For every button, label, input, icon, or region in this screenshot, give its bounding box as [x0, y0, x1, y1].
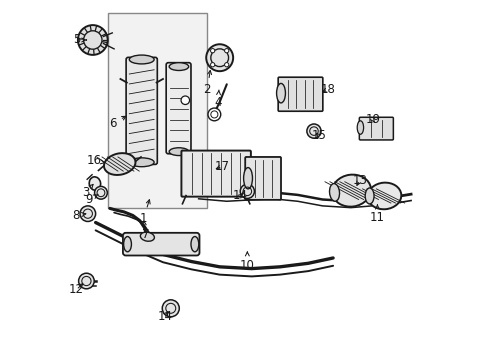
- Text: 16: 16: [86, 154, 104, 167]
- FancyBboxPatch shape: [166, 63, 191, 154]
- Circle shape: [80, 206, 96, 221]
- Ellipse shape: [104, 153, 135, 175]
- Circle shape: [210, 49, 214, 53]
- Circle shape: [240, 184, 254, 198]
- Ellipse shape: [140, 232, 154, 241]
- FancyBboxPatch shape: [278, 77, 322, 111]
- Circle shape: [207, 108, 220, 121]
- Ellipse shape: [123, 237, 131, 252]
- Text: 7: 7: [141, 221, 149, 242]
- Text: 1: 1: [140, 200, 150, 225]
- Ellipse shape: [367, 183, 401, 209]
- Text: 5: 5: [73, 33, 86, 46]
- Circle shape: [224, 49, 228, 53]
- Ellipse shape: [243, 168, 252, 189]
- Text: 6: 6: [109, 116, 125, 130]
- Circle shape: [210, 63, 214, 67]
- Text: 14: 14: [157, 310, 172, 323]
- Text: 4: 4: [214, 90, 221, 108]
- Bar: [108, 13, 207, 208]
- Ellipse shape: [356, 121, 363, 134]
- Circle shape: [94, 186, 107, 199]
- Circle shape: [206, 44, 233, 71]
- Text: 17: 17: [215, 160, 229, 173]
- Circle shape: [306, 124, 321, 138]
- Text: 9: 9: [85, 193, 98, 206]
- Circle shape: [79, 273, 94, 289]
- Ellipse shape: [169, 63, 188, 71]
- Text: 11: 11: [369, 205, 384, 224]
- Ellipse shape: [365, 188, 373, 204]
- FancyBboxPatch shape: [126, 57, 157, 165]
- Circle shape: [181, 96, 189, 104]
- Text: 15: 15: [311, 129, 325, 142]
- Text: 10: 10: [240, 252, 254, 271]
- Text: 2: 2: [203, 71, 211, 96]
- Ellipse shape: [129, 158, 154, 167]
- Circle shape: [224, 63, 228, 67]
- Ellipse shape: [331, 175, 370, 207]
- FancyBboxPatch shape: [244, 157, 281, 200]
- Text: 12: 12: [68, 283, 83, 296]
- Circle shape: [162, 300, 179, 317]
- Ellipse shape: [191, 237, 198, 252]
- Ellipse shape: [276, 84, 285, 103]
- Circle shape: [78, 25, 107, 55]
- Ellipse shape: [329, 184, 339, 201]
- Ellipse shape: [169, 148, 188, 156]
- Text: 19: 19: [365, 113, 380, 126]
- Text: 14: 14: [232, 189, 247, 202]
- Ellipse shape: [129, 55, 154, 64]
- Text: 13: 13: [351, 174, 366, 186]
- Ellipse shape: [89, 177, 101, 190]
- Text: 8: 8: [72, 209, 85, 222]
- FancyBboxPatch shape: [122, 233, 199, 256]
- FancyBboxPatch shape: [181, 150, 250, 197]
- Text: 3: 3: [82, 184, 93, 199]
- Text: 18: 18: [320, 83, 335, 96]
- FancyBboxPatch shape: [359, 117, 392, 140]
